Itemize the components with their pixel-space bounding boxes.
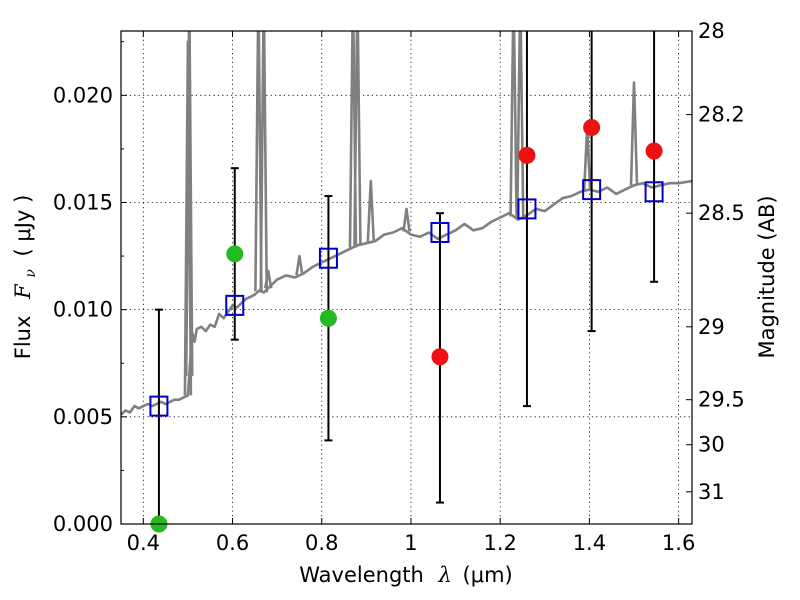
y-tick-label: 0.010 — [53, 298, 113, 322]
observed-point — [583, 118, 601, 136]
model-photometry-square — [430, 221, 450, 243]
x-tick-label: 1.4 — [573, 531, 606, 555]
model-photometry-square — [517, 198, 537, 220]
plot-frame — [120, 30, 693, 525]
emission-line-spike — [629, 81, 639, 186]
emission-line-spike — [263, 269, 273, 289]
x-tick-label: 0.6 — [216, 531, 249, 555]
x-tick-label: 1.2 — [483, 531, 516, 555]
y2-tick-label: 29.5 — [698, 388, 745, 412]
emission-line-spike — [366, 179, 376, 243]
x-tick-label: 1.6 — [662, 531, 695, 555]
emission-line-spike — [254, 31, 263, 292]
emission-line-spike — [515, 31, 525, 219]
x-axis-label: Wavelength λ (μm) — [299, 563, 512, 587]
y2-tick-label: 31 — [698, 480, 725, 504]
y2-tick-label: 30 — [698, 433, 725, 457]
observed-point — [645, 142, 663, 160]
y-tick-label: 0.005 — [53, 405, 113, 429]
model-photometry-square — [582, 179, 602, 201]
observed-detection-point — [319, 309, 337, 327]
emission-line-spike — [402, 207, 411, 232]
model-photometry-square — [225, 294, 245, 316]
y2-axis-ticks: 28 28.2 28.5 29 29.5 30 31 — [686, 19, 745, 504]
x-tick-label: 0.4 — [127, 531, 160, 555]
observed-point — [431, 348, 449, 366]
y2-tick-label: 28.5 — [698, 201, 745, 225]
markers — [149, 118, 664, 533]
y-axis-ticks: 0.000 0.005 0.010 0.015 0.020 — [53, 41, 127, 536]
model-photometry-square — [318, 247, 338, 269]
y-tick-label: 0.015 — [53, 190, 113, 214]
y-tick-label: 0.000 — [53, 512, 113, 536]
emission-lines — [183, 31, 639, 396]
model-photometry-square — [644, 181, 664, 203]
emission-line-spike — [259, 31, 269, 293]
x-tick-label: 0.8 — [305, 531, 338, 555]
emission-line-spike — [353, 31, 362, 246]
model-spectrum-line — [121, 179, 692, 416]
y2-axis-label: Magnitude (AB) — [755, 195, 779, 358]
y2-tick-label: 28.2 — [698, 103, 745, 127]
emission-line-spike — [295, 254, 304, 276]
y2-tick-label: 28 — [698, 19, 725, 43]
y2-tick-label: 29 — [698, 315, 725, 339]
y-axis-label: Flux F ν ( μJy ) — [11, 195, 40, 360]
model-photometry-square — [149, 395, 169, 417]
x-axis-ticks: 0.4 0.6 0.8 1 1.2 1.4 1.6 — [127, 31, 695, 555]
emission-line-spike — [509, 31, 518, 217]
observed-point — [518, 146, 536, 164]
x-tick-label: 1 — [404, 531, 417, 555]
y-tick-label: 0.020 — [53, 83, 113, 107]
plot-area — [121, 31, 692, 416]
observed-detection-point — [226, 245, 244, 263]
emission-line-spike — [183, 40, 193, 396]
